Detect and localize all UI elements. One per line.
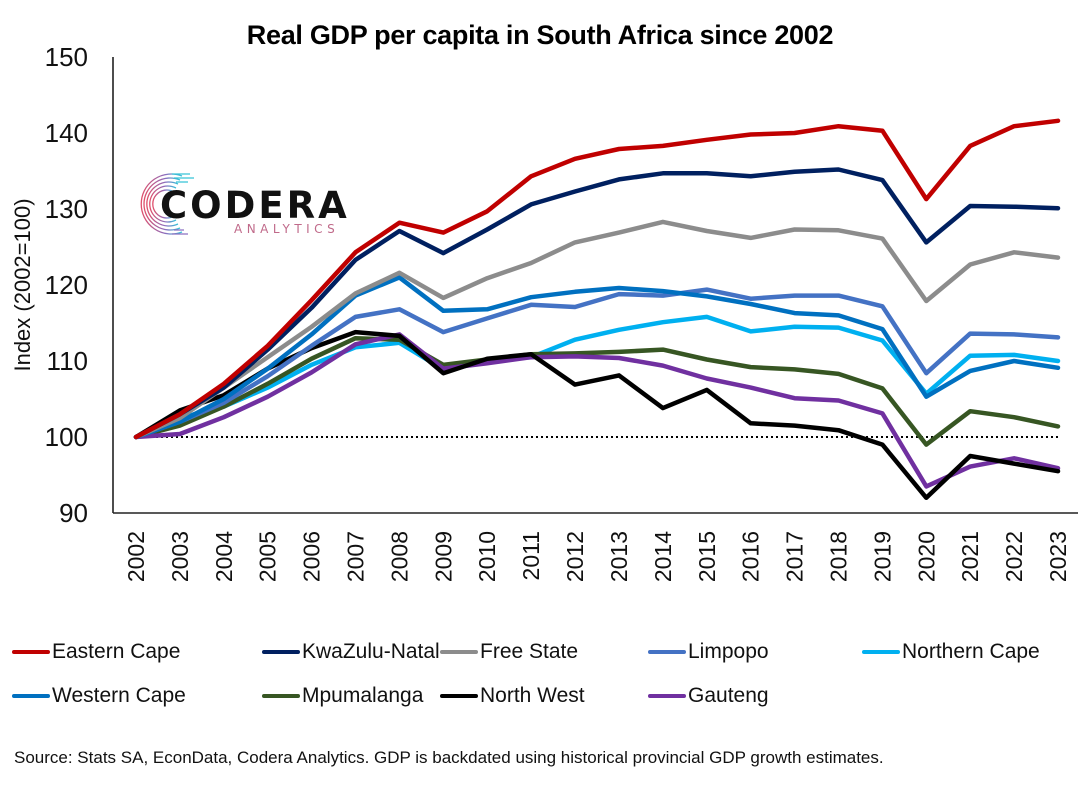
x-tick-label: 2012 [562,531,588,582]
line-chart: 90 100 110 120 130 140 150 Index (2002=100) 2002… [10,42,1078,582]
y-tick-label: 140 [45,118,88,148]
legend-swatch [12,694,50,698]
axes [112,57,1078,514]
legend-label: Eastern Cape [52,640,181,663]
chart-title: Real GDP per capita in South Africa sinc… [246,20,834,50]
legend-item: Gauteng [648,684,769,708]
y-tick-label: 120 [45,270,88,300]
legend-label: Northern Cape [902,640,1040,663]
y-tick-label: 110 [47,346,88,376]
legend-label: Western Cape [52,684,186,707]
series-line-limpopo [133,287,1061,440]
legend-swatch [440,694,478,698]
legend-item: Limpopo [648,640,769,664]
x-tick-label: 2019 [869,531,895,582]
legend-swatch [648,694,686,698]
series-line-eastern-cape [133,118,1061,440]
x-tick-label: 2016 [738,531,764,582]
x-tick-label: 2022 [1001,531,1027,582]
codera-logo: CODERA ANALYTICS [138,170,348,238]
x-tick-label: 2005 [255,531,281,582]
series-line-gauteng [133,332,1061,489]
x-tick-label: 2002 [123,531,149,582]
series-line-kwazulu-natal [133,167,1061,440]
x-tick-label: 2003 [167,531,193,582]
source-note: Source: Stats SA, EconData, Codera Analy… [14,748,884,767]
legend-item: Mpumalanga [262,684,423,708]
legend: Eastern Cape KwaZulu-Natal Free State Limpo… [0,640,1080,720]
legend-label: KwaZulu-Natal [302,640,440,663]
legend-swatch [440,650,478,654]
legend-label: Gauteng [688,684,769,707]
x-tick-label: 2004 [211,531,237,582]
x-tick-label: 2017 [782,531,808,582]
legend-swatch [262,650,300,654]
legend-swatch [262,694,300,698]
series-line-northern-cape [133,314,1061,440]
series-line-free-state [133,219,1061,440]
legend-label: Limpopo [688,640,769,663]
logo-subtitle: ANALYTICS [234,222,340,236]
x-tick-label: 2020 [913,531,939,582]
legend-item: Western Cape [12,684,186,708]
y-tick-label: 100 [45,422,88,452]
y-tick-label: 130 [45,194,88,224]
series-line-mpumalanga [133,335,1061,447]
x-tick-label: 2018 [825,531,851,582]
x-tick-label: 2013 [606,531,632,582]
x-tick-label: 2009 [430,531,456,582]
x-tick-label: 2008 [386,531,412,582]
x-tick-label: 2015 [694,531,720,582]
logo-wordmark: CODERA [160,184,350,227]
legend-item: Northern Cape [862,640,1040,664]
x-tick-label: 2021 [957,531,983,582]
x-tick-label: 2010 [474,531,500,582]
legend-item: Free State [440,640,578,664]
legend-item: KwaZulu-Natal [262,640,440,664]
x-tick-label: 2023 [1045,531,1071,582]
legend-item: Eastern Cape [12,640,180,664]
y-axis-label: Index (2002=100) [10,198,35,371]
x-tick-label: 2007 [343,531,369,582]
x-tick-label: 2006 [299,531,325,582]
legend-swatch [862,650,900,654]
series-line-western-cape [133,275,1061,440]
legend-label: Free State [480,640,579,663]
legend-swatch [648,650,686,654]
series-lines [133,118,1061,501]
x-tick-label: 2014 [650,531,676,582]
legend-item: North West [440,684,585,708]
y-tick-label: 150 [45,42,88,72]
y-tick-label: 90 [59,498,88,528]
logo-circuit-icon [140,173,194,235]
legend-label: North West [480,684,585,707]
tick-labels: 90 100 110 120 130 140 150 Index (2002=100) 2002… [10,42,1071,582]
x-tick-label: 2011 [518,531,544,580]
legend-swatch [12,650,50,654]
legend-label: Mpumalanga [302,684,424,707]
